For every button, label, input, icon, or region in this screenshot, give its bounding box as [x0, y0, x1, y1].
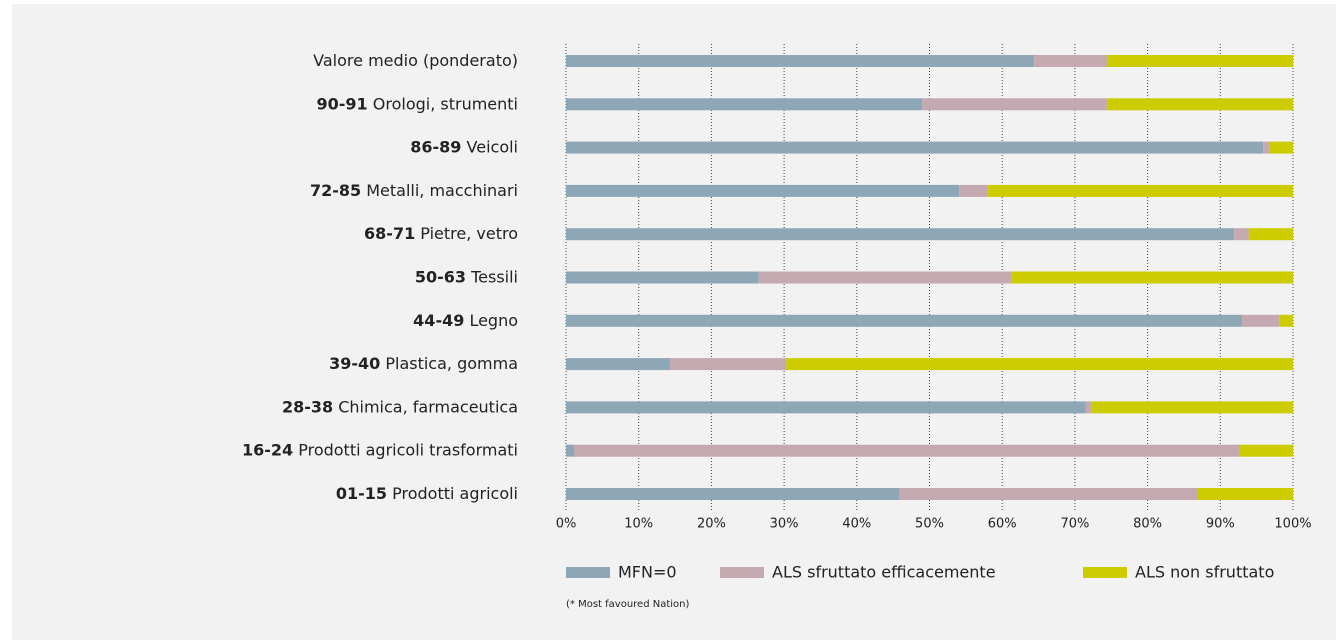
category-name: Prodotti agricoli trasformati [298, 440, 518, 459]
bar-segment [899, 488, 1198, 500]
bar-segment [566, 358, 670, 371]
x-tick-label: 10% [624, 517, 653, 532]
bar-segment [1234, 228, 1249, 241]
category-name: Veicoli [467, 137, 518, 156]
x-tick-label: 70% [1060, 517, 1089, 532]
bar-segment [1197, 488, 1293, 500]
bar-segment [1034, 55, 1107, 67]
category-code: 44-49 [413, 310, 464, 329]
x-tick-label: 20% [697, 517, 726, 532]
category-code: 90-91 [317, 94, 368, 113]
bar-segment [566, 444, 574, 457]
category-label: 72-85 Metalli, macchinari [310, 180, 518, 199]
category-label: Valore medio (ponderato) [313, 51, 518, 70]
category-name: Orologi, strumenti [373, 94, 518, 113]
x-tick-label: 30% [770, 517, 799, 532]
bar-segment [566, 401, 1086, 414]
bar-segment [987, 184, 1293, 197]
bar-segment [566, 55, 1035, 67]
bar-segment [1011, 271, 1293, 284]
bar-segment [566, 228, 1235, 241]
bar-segment [758, 271, 1012, 284]
legend-swatch [566, 567, 610, 578]
category-name: Valore medio (ponderato) [313, 51, 518, 70]
x-tick-label: 0% [556, 517, 577, 532]
bar-segment [1279, 314, 1293, 327]
category-code: 01-15 [336, 484, 387, 503]
category-code: 16-24 [242, 440, 293, 459]
legend-label: ALS non sfruttato [1135, 563, 1274, 582]
bar-segment [1248, 228, 1293, 241]
bar-segment [786, 358, 1293, 371]
bar-segment [573, 444, 1240, 457]
bar-segment [1239, 444, 1293, 457]
x-tick-label: 50% [915, 517, 944, 532]
legend-swatch [1083, 567, 1127, 578]
bar-segment [959, 184, 988, 197]
category-label: 39-40 Plastica, gomma [329, 354, 518, 373]
legend-label: ALS sfruttato efficacemente [772, 563, 996, 582]
category-name: Pietre, vetro [420, 224, 518, 243]
category-name: Tessili [470, 267, 518, 286]
category-code: 28-38 [282, 397, 333, 416]
category-label: 50-63 Tessili [415, 267, 518, 286]
category-label: 01-15 Prodotti agricoli [336, 484, 518, 503]
bar-segment [566, 98, 923, 111]
x-tick-label: 40% [842, 517, 871, 532]
bar-segment [1269, 141, 1293, 154]
bar-segment [922, 98, 1107, 111]
bar-segment [566, 314, 1243, 327]
bar-segment [566, 184, 960, 197]
bar-segment [566, 271, 759, 284]
bar-segment [1242, 314, 1280, 327]
category-code: 72-85 [310, 180, 361, 199]
bar-segment [1085, 401, 1091, 414]
category-name: Legno [469, 310, 518, 329]
x-tick-label: 90% [1206, 517, 1235, 532]
legend-swatch [720, 567, 764, 578]
bar-segment [566, 141, 1264, 154]
category-label: 44-49 Legno [413, 310, 518, 329]
bar-segment [1106, 98, 1293, 111]
bar-segment [1263, 141, 1270, 154]
category-code: 39-40 [329, 354, 380, 373]
category-label: 90-91 Orologi, strumenti [317, 94, 519, 113]
bar-segment [1106, 55, 1293, 67]
category-code: 68-71 [364, 224, 415, 243]
category-name: Plastica, gomma [385, 354, 518, 373]
category-name: Metalli, macchinari [366, 180, 518, 199]
category-label: 86-89 Veicoli [410, 137, 518, 156]
category-name: Prodotti agricoli [392, 484, 518, 503]
category-code: 86-89 [410, 137, 461, 156]
bar-segment [669, 358, 787, 371]
footnote: (* Most favoured Nation) [566, 599, 689, 610]
x-tick-label: 100% [1274, 517, 1311, 532]
category-code: 50-63 [415, 267, 466, 286]
x-tick-label: 60% [988, 517, 1017, 532]
legend-label: MFN=0 [618, 563, 677, 582]
category-name: Chimica, farmaceutica [338, 397, 518, 416]
bar-segment [566, 488, 900, 500]
category-label: 16-24 Prodotti agricoli trasformati [242, 440, 518, 459]
category-label: 28-38 Chimica, farmaceutica [282, 397, 518, 416]
category-label: 68-71 Pietre, vetro [364, 224, 518, 243]
bar-segment [1090, 401, 1293, 414]
x-tick-label: 80% [1133, 517, 1162, 532]
